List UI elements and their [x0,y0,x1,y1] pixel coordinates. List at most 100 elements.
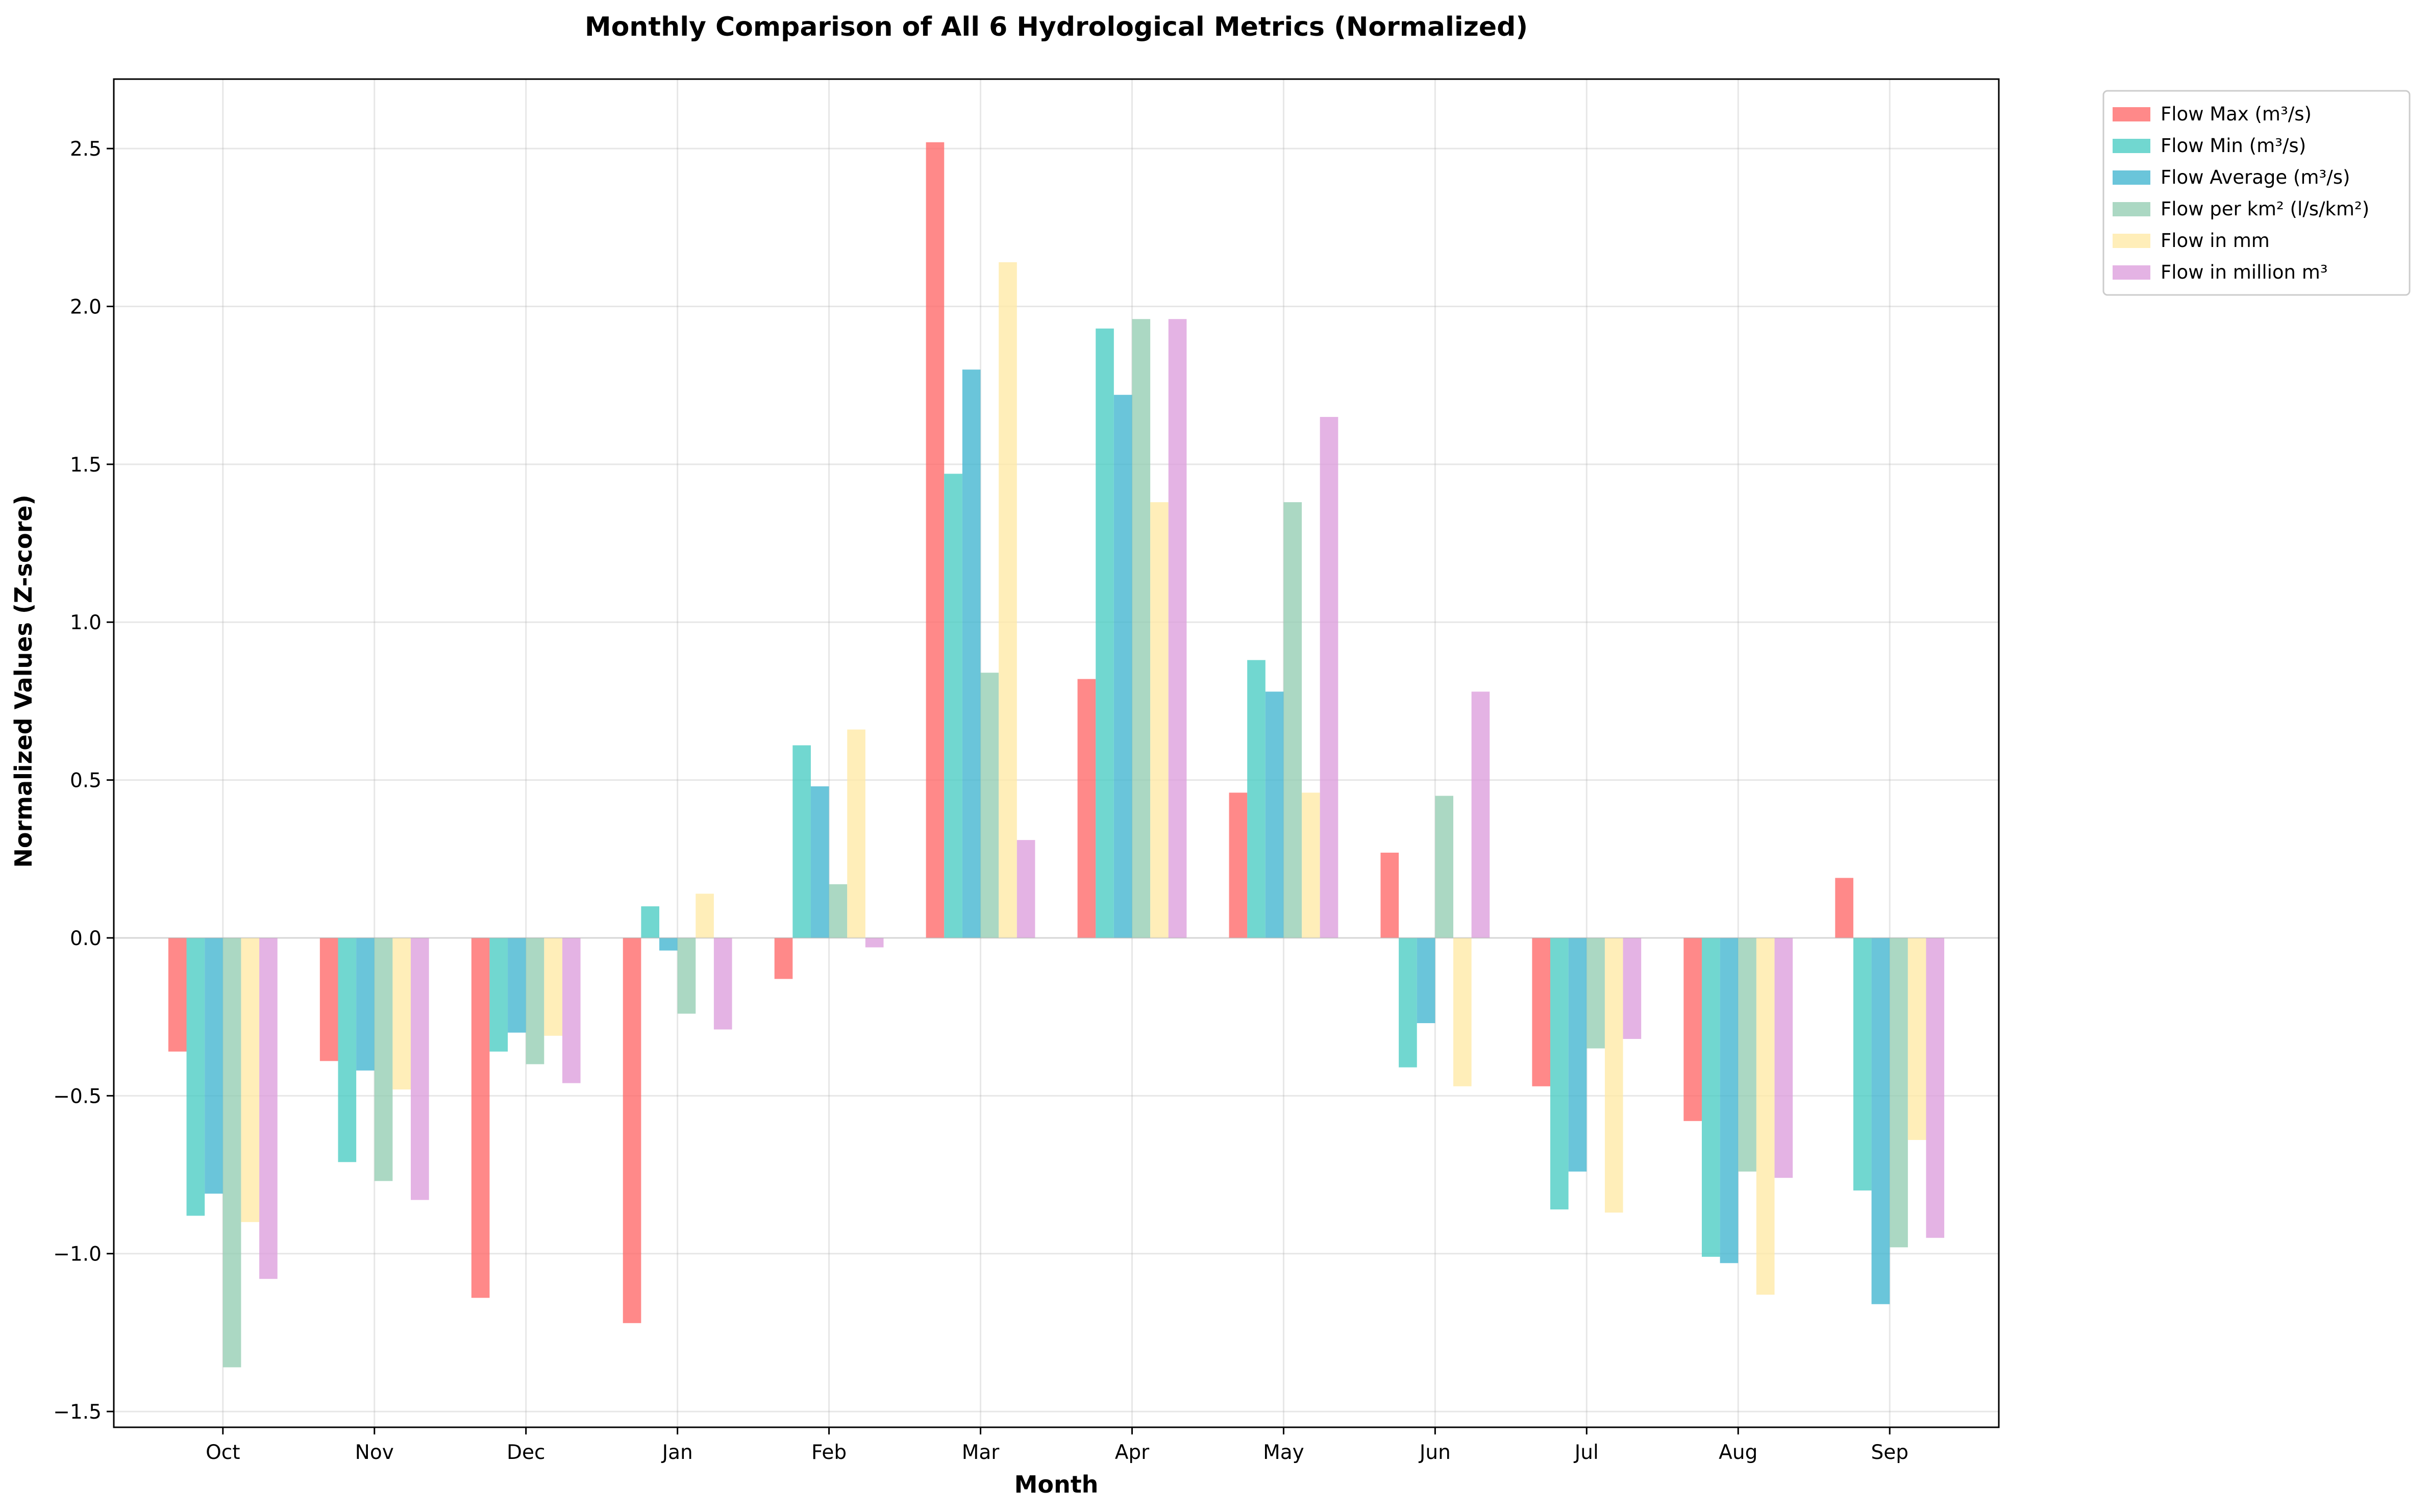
bar [829,884,848,938]
legend-swatch [2113,170,2150,185]
bar [1399,937,1417,1068]
y-tick-label: 2.5 [70,138,102,161]
legend: Flow Max (m³/s) Flow Min (m³/s) Flow Avera… [2102,90,2411,296]
plot-frame [113,78,2000,1428]
x-tick-label: Feb [811,1441,847,1464]
bar [659,937,678,951]
y-tick-label: 2.0 [70,295,102,318]
bar [1907,937,1926,1140]
bar [1471,691,1490,938]
y-axis-label: Normalized Values (Z-score) [10,494,37,867]
bar [1435,796,1453,938]
bar [623,937,641,1323]
x-tick-label: Sep [1871,1441,1908,1464]
bar [222,937,241,1368]
x-tick-label: Aug [1719,1441,1757,1464]
y-tick-label: −0.5 [53,1085,102,1108]
bar [1738,937,1756,1172]
legend-entry-label: Flow Min (m³/s) [2161,135,2306,157]
bar [241,937,260,1222]
x-tick-label: Apr [1115,1441,1150,1464]
bar [641,906,660,938]
y-tick-label: −1.0 [53,1243,102,1266]
bar [1265,691,1284,938]
legend-entry-label: Flow per km² (l/s/km²) [2161,198,2369,220]
bar [1113,394,1132,938]
chart-title: Monthly Comparison of All 6 Hydrological… [585,12,1528,42]
bar [1320,417,1338,938]
bar [677,937,696,1014]
bar [489,937,508,1052]
bar [792,745,811,938]
bar [865,937,884,948]
bar [1550,937,1569,1210]
bar [526,937,544,1064]
bar [1302,792,1320,938]
bar [411,937,429,1200]
bar [1380,852,1399,938]
bar [259,937,278,1279]
bar [168,937,187,1052]
x-tick-label: Mar [962,1441,1000,1464]
bar [471,937,490,1298]
bar [1683,937,1702,1121]
bar [774,937,793,979]
bar [1453,937,1472,1086]
bar [926,142,945,938]
bar [1604,937,1623,1213]
bar [508,937,526,1033]
bar [1890,937,1908,1248]
bar [1077,679,1096,938]
bar [1417,937,1435,1024]
x-tick-label: May [1263,1441,1304,1464]
bar [1016,840,1035,938]
bar [205,937,223,1194]
x-tick-label: Jul [1573,1441,1599,1464]
bar [810,786,829,938]
bar [1701,937,1720,1257]
bar [1871,937,1890,1304]
y-tick-label: −1.5 [53,1401,102,1424]
bar [1623,937,1642,1039]
x-tick-label: Dec [507,1441,545,1464]
bar [1853,937,1872,1191]
x-tick-label: Oct [206,1441,240,1464]
bar [562,937,581,1083]
bar [356,937,375,1071]
grid [114,79,1999,1427]
x-tick-label: Jan [661,1441,693,1464]
bar [1774,937,1793,1178]
legend-swatch [2113,107,2150,121]
bar [1756,937,1775,1295]
bars [168,142,1945,1368]
legend-entry-label: Flow in million m³ [2161,261,2328,283]
bar [944,474,962,938]
x-tick-label: Nov [355,1441,394,1464]
y-tick-label: 0.5 [70,770,102,792]
bar [374,937,393,1181]
legend-swatch [2113,234,2150,248]
bar [1150,502,1169,938]
bar [1586,937,1605,1049]
bar [1532,937,1551,1086]
bar [1283,502,1302,938]
bar [1132,319,1151,938]
x-axis-label: Month [1014,1471,1099,1498]
bar [1096,328,1114,938]
y-tick-label: 1.0 [70,611,102,634]
bar [847,729,865,938]
legend-box [2102,90,2411,296]
legend-swatch [2113,265,2150,280]
bar [713,937,732,1030]
bar [962,369,981,938]
bar [1229,792,1248,938]
y-tick-label: 1.5 [70,454,102,477]
bar [1926,937,1945,1238]
bar [338,937,357,1162]
ticks: −1.5 −1.0 −0.5 0.0 0.5 1.0 1.5 2.0 2.5 Oct Nov Dec J… [53,138,1908,1464]
legend-entry-label: Flow Max (m³/s) [2161,103,2312,125]
bar [696,894,714,938]
bar [186,937,205,1216]
